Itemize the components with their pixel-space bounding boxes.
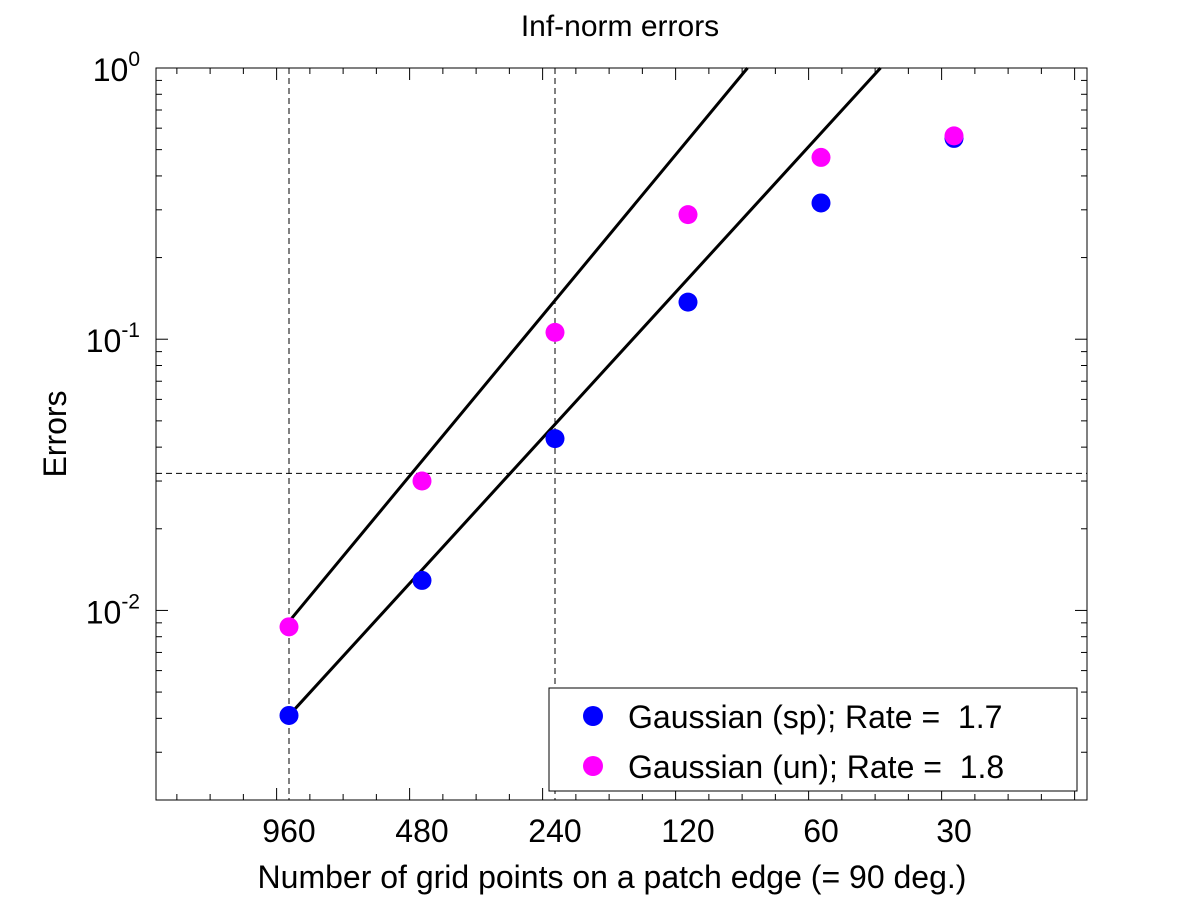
data-point-un: [279, 617, 299, 637]
legend-label-sp: Gaussian (sp); Rate = 1.7: [628, 699, 1002, 735]
legend-label-un: Gaussian (un); Rate = 1.8: [628, 749, 1004, 785]
data-point-sp: [678, 292, 698, 312]
data-point-un: [412, 471, 432, 491]
data-point-un: [811, 147, 831, 167]
data-point-un: [545, 322, 565, 342]
data-point-sp: [811, 193, 831, 213]
plot-area: 100 10-1 10-2 960 480 240 120 60 30: [86, 48, 1087, 849]
y-tick-label: 100: [93, 48, 140, 88]
y-axis-label: Errors: [37, 390, 73, 477]
data-point-sp: [279, 705, 299, 725]
data-point-sp: [412, 570, 432, 590]
data-point-un: [678, 205, 698, 225]
legend-box: [548, 687, 1078, 792]
x-tick-label: 120: [661, 813, 714, 849]
x-axis-label: Number of grid points on a patch edge (=…: [258, 859, 967, 895]
y-tick-label: 10-2: [86, 590, 140, 630]
x-tick-label: 60: [803, 813, 839, 849]
x-tick-label: 960: [262, 813, 315, 849]
legend: Gaussian (sp); Rate = 1.7 Gaussian (un);…: [548, 687, 1078, 792]
fit-line: [287, 67, 749, 623]
chart-title: Inf-norm errors: [521, 10, 719, 43]
x-tick-label: 30: [936, 813, 972, 849]
x-tick-label: 480: [395, 813, 448, 849]
data-point-un: [944, 126, 964, 146]
y-tick-label: 10-1: [86, 319, 140, 359]
data-point-sp: [545, 429, 565, 449]
fit-line: [287, 66, 882, 717]
legend-marker-sp: [583, 706, 603, 726]
legend-marker-un: [583, 756, 603, 776]
x-tick-label: 240: [528, 813, 581, 849]
axes-box: [155, 67, 1088, 801]
